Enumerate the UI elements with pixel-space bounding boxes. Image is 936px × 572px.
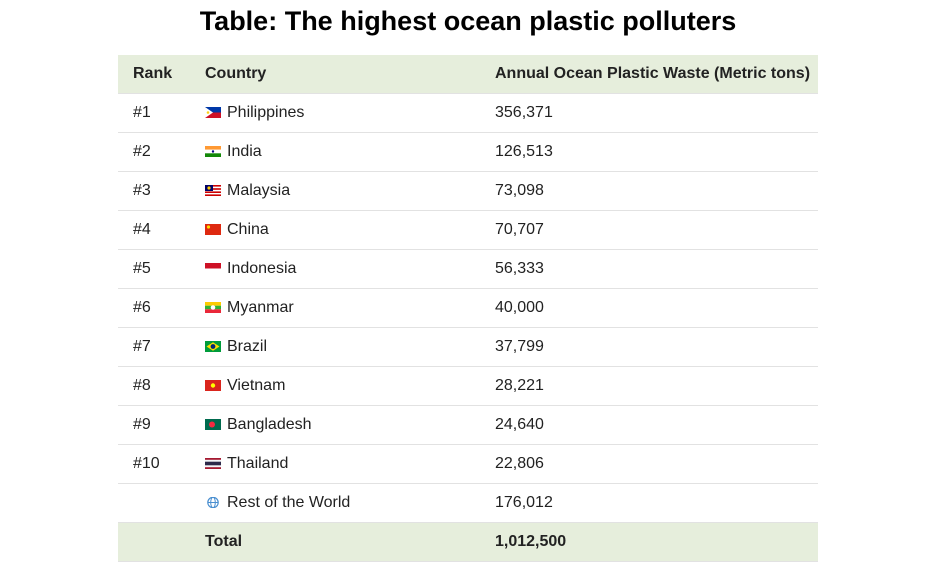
rank-cell: #10: [118, 444, 205, 484]
country-name: Indonesia: [227, 260, 297, 277]
row: #2 India 126,513: [118, 132, 818, 172]
country-name: Philippines: [227, 104, 305, 121]
rank-cell: #1: [118, 93, 205, 133]
waste-cell: 40,000: [495, 288, 818, 328]
country-name: India: [227, 143, 262, 160]
total-cell: [118, 522, 205, 562]
rank-cell: #9: [118, 405, 205, 445]
country-name: China: [227, 221, 269, 238]
country-cell: Myanmar: [205, 288, 495, 328]
flag-icon: [205, 419, 221, 430]
country-cell: Thailand: [205, 444, 495, 484]
country-name: Brazil: [227, 338, 268, 355]
waste-cell: 56,333: [495, 249, 818, 289]
header-cell: Annual Ocean Plastic Waste (Metric tons): [495, 55, 818, 94]
flag-icon: [205, 185, 221, 196]
waste-cell: 126,513: [495, 132, 818, 172]
row: #3 Malaysia 73,098: [118, 171, 818, 211]
title: Table: The highest ocean plastic pollute…: [199, 6, 737, 36]
row: #7 Brazil 37,799: [118, 327, 818, 367]
country-name: Malaysia: [227, 182, 291, 199]
country-cell: India: [205, 132, 495, 172]
rank-cell: #6: [118, 288, 205, 328]
waste-cell: 356,371: [495, 93, 818, 133]
row: Rest of the World 176,012: [118, 483, 818, 523]
rank-cell: #8: [118, 366, 205, 406]
flag-icon: [205, 263, 221, 274]
waste-cell: 70,707: [495, 210, 818, 250]
row: #5 Indonesia 56,333: [118, 249, 818, 289]
rank-cell: #2: [118, 132, 205, 172]
flag-icon: [205, 341, 221, 352]
waste-cell: 28,221: [495, 366, 818, 406]
country-name: Bangladesh: [227, 416, 312, 433]
flag-icon: [205, 380, 221, 391]
flag-icon: [205, 224, 221, 235]
row: #8 Vietnam 28,221: [118, 366, 818, 406]
waste-cell: 37,799: [495, 327, 818, 367]
row: #4 China 70,707: [118, 210, 818, 250]
rank-cell: #3: [118, 171, 205, 211]
row: #1 Philippines 356,371: [118, 93, 818, 133]
flag-icon: [207, 496, 219, 509]
country-cell: Rest of the World: [205, 483, 495, 523]
row: #9 Bangladesh 24,640: [118, 405, 818, 445]
waste-cell: 24,640: [495, 405, 818, 445]
total-row: Total 1,012,500: [118, 522, 818, 562]
row: #10 Thailand 22,806: [118, 444, 818, 484]
country-name: Myanmar: [227, 299, 294, 316]
country-name: Rest of the World: [227, 494, 351, 511]
flag-icon: [205, 146, 221, 157]
rank-cell: #4: [118, 210, 205, 250]
country-cell: Malaysia: [205, 171, 495, 211]
rank-cell: #5: [118, 249, 205, 289]
waste-cell: 73,098: [495, 171, 818, 211]
country-cell: Brazil: [205, 327, 495, 367]
header-cell: Rank: [118, 55, 205, 94]
flag-icon: [205, 107, 221, 118]
country-name: Thailand: [227, 455, 289, 472]
row: #6 Myanmar 40,000: [118, 288, 818, 328]
total-value: 1,012,500: [495, 522, 818, 562]
flag-icon: [205, 302, 221, 313]
rank-cell: #7: [118, 327, 205, 367]
table: Rank Country Annual Ocean Plastic Waste …: [118, 55, 818, 562]
country-cell: Philippines: [205, 93, 495, 133]
country-cell: China: [205, 210, 495, 250]
total-label: Total: [205, 522, 495, 562]
country-cell: Vietnam: [205, 366, 495, 406]
country-name: Vietnam: [227, 377, 286, 394]
rank-cell: [118, 483, 205, 523]
header-row: Rank Country Annual Ocean Plastic Waste …: [118, 55, 818, 94]
flag-icon: [205, 458, 221, 469]
waste-cell: 176,012: [495, 483, 818, 523]
country-cell: Indonesia: [205, 249, 495, 289]
country-cell: Bangladesh: [205, 405, 495, 445]
waste-cell: 22,806: [495, 444, 818, 484]
header-cell: Country: [205, 55, 495, 94]
